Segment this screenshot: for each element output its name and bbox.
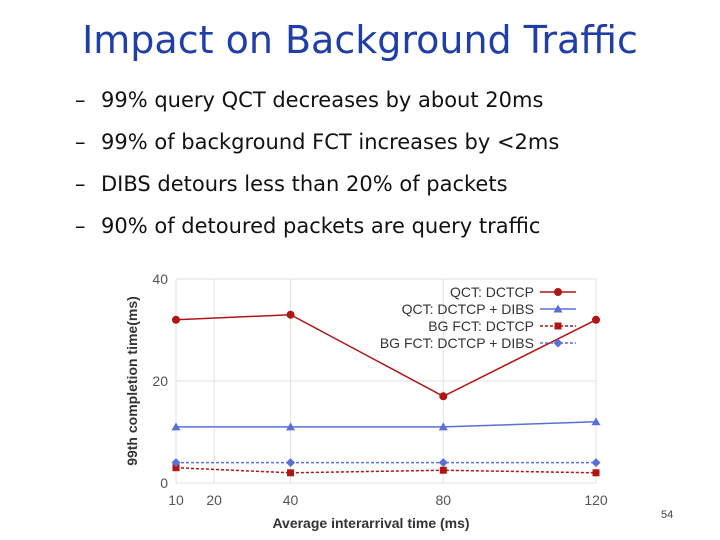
data-point-1-0 xyxy=(171,422,181,431)
y-axis-label: 99th completion time(ms) xyxy=(124,296,140,466)
bullet-text: 99% query QCT decreases by about 20ms xyxy=(101,88,544,112)
bullet-marker: – xyxy=(75,172,86,196)
legend-label-0: QCT: DCTCP xyxy=(450,284,534,300)
data-point-2-2 xyxy=(439,466,447,474)
y-tick-label: 20 xyxy=(152,373,168,389)
legend-label-1: QCT: DCTCP + DIBS xyxy=(402,301,534,317)
data-point-3-2 xyxy=(438,458,448,468)
y-tick-label: 0 xyxy=(160,475,168,491)
data-point-3-1 xyxy=(286,458,296,468)
data-point-1-3 xyxy=(591,417,601,426)
bullet-text: DIBS detours less than 20% of packets xyxy=(101,172,508,196)
bullet-list: –99% query QCT decreases by about 20ms –… xyxy=(75,90,559,258)
data-point-2-0 xyxy=(172,464,180,472)
bullet-item: –90% of detoured packets are query traff… xyxy=(75,216,559,237)
legend-marker-2 xyxy=(554,322,562,330)
bullet-marker: – xyxy=(75,88,86,112)
data-point-2-3 xyxy=(592,469,600,477)
x-tick-label: 20 xyxy=(206,492,222,508)
legend-marker-3 xyxy=(553,338,563,348)
legend-marker-0 xyxy=(554,288,562,296)
legend-marker-1 xyxy=(553,304,563,313)
slide-title: Impact on Background Traffic xyxy=(82,18,638,62)
series-line-2 xyxy=(175,466,597,474)
data-point-0-0 xyxy=(172,315,180,324)
x-tick-label: 120 xyxy=(584,492,608,508)
data-point-1-1 xyxy=(286,422,296,431)
data-point-1-2 xyxy=(438,422,448,431)
x-tick-label: 40 xyxy=(283,492,299,508)
series-line-1 xyxy=(176,421,597,428)
data-point-3-0 xyxy=(171,458,181,468)
bullet-marker: – xyxy=(75,130,86,154)
x-axis-label: Average interarrival time (ms) xyxy=(272,515,469,531)
data-point-0-1 xyxy=(286,310,295,319)
bullet-text: 99% of background FCT increases by <2ms xyxy=(101,130,560,154)
bullet-item: –99% query QCT decreases by about 20ms xyxy=(75,90,559,111)
data-point-0-3 xyxy=(592,315,600,324)
slide-number: 54 xyxy=(661,509,674,521)
x-tick-label: 80 xyxy=(435,492,451,508)
data-point-2-1 xyxy=(287,469,295,477)
legend-label-3: BG FCT: DCTCP + DIBS xyxy=(380,335,534,351)
bullet-item: –99% of background FCT increases by <2ms xyxy=(75,132,559,153)
legend-label-2: BG FCT: DCTCP xyxy=(428,318,534,334)
x-tick-label: 10 xyxy=(168,492,184,508)
bullet-item: – DIBS detours less than 20% of packets xyxy=(75,174,559,195)
bullet-text: 90% of detoured packets are query traffi… xyxy=(101,214,541,238)
series-line-0 xyxy=(175,313,597,398)
data-point-0-2 xyxy=(439,392,448,401)
data-point-3-3 xyxy=(591,458,601,468)
bullet-marker: – xyxy=(75,214,86,238)
completion-time-chart: 0 20 40 10 20 40 80 120 Average interarrival tim… xyxy=(124,271,608,531)
y-tick-label: 40 xyxy=(152,271,168,287)
